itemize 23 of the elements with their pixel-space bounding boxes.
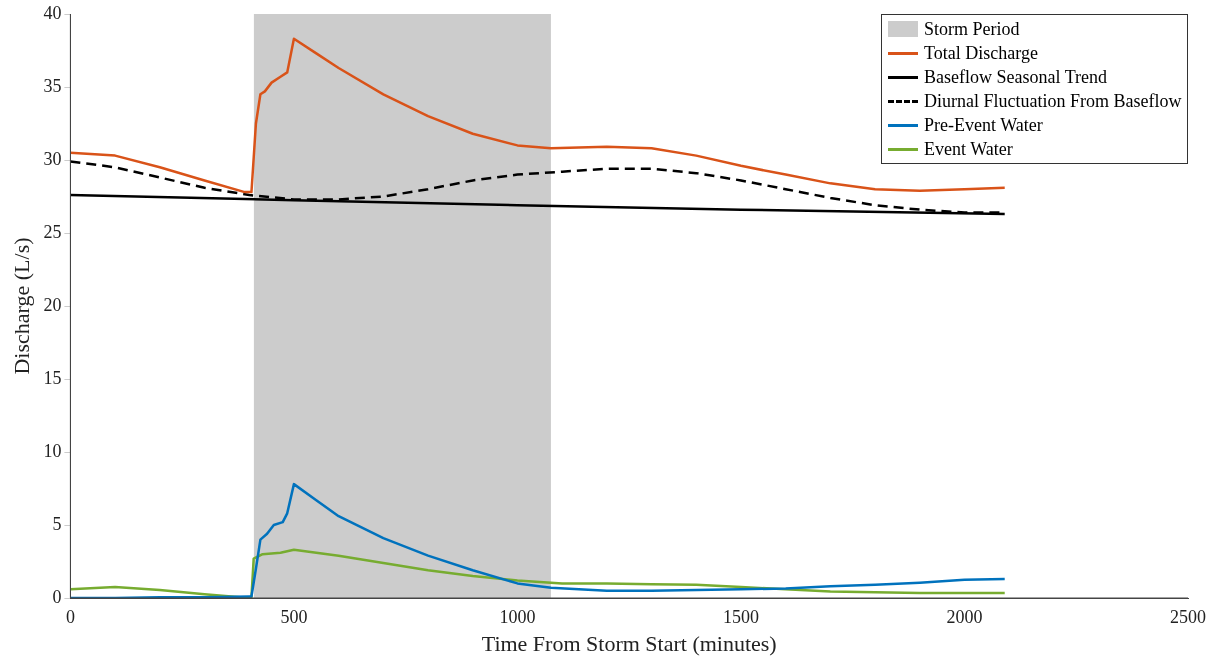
x-tick-label: 0 xyxy=(65,606,75,627)
legend-label: Pre-Event Water xyxy=(924,114,1043,137)
y-axis-title: Discharge (L/s) xyxy=(8,237,34,375)
legend-label: Baseflow Seasonal Trend xyxy=(924,66,1107,89)
y-tick-label: 35 xyxy=(43,75,62,96)
y-tick-label: 30 xyxy=(43,148,62,169)
legend-label: Total Discharge xyxy=(924,42,1038,65)
legend-label: Storm Period xyxy=(924,18,1020,41)
x-tick-label: 500 xyxy=(280,606,308,627)
y-tick-label: 10 xyxy=(43,440,62,461)
x-tick-label: 2000 xyxy=(946,606,983,627)
y-tick-label: 5 xyxy=(52,513,62,534)
x-axis-title: Time From Storm Start (minutes) xyxy=(481,630,777,656)
legend-label: Diurnal Fluctuation From Baseflow xyxy=(924,90,1182,113)
y-tick-label: 20 xyxy=(43,294,62,315)
y-tick-label: 25 xyxy=(43,221,62,242)
y-tick-label: 15 xyxy=(43,367,62,388)
x-tick-label: 1500 xyxy=(722,606,759,627)
legend-label: Event Water xyxy=(924,138,1013,161)
y-tick-label: 40 xyxy=(43,2,62,23)
x-tick-label: 1000 xyxy=(499,606,536,627)
x-tick-label: 2500 xyxy=(1170,606,1206,627)
y-tick-label: 0 xyxy=(52,586,62,607)
